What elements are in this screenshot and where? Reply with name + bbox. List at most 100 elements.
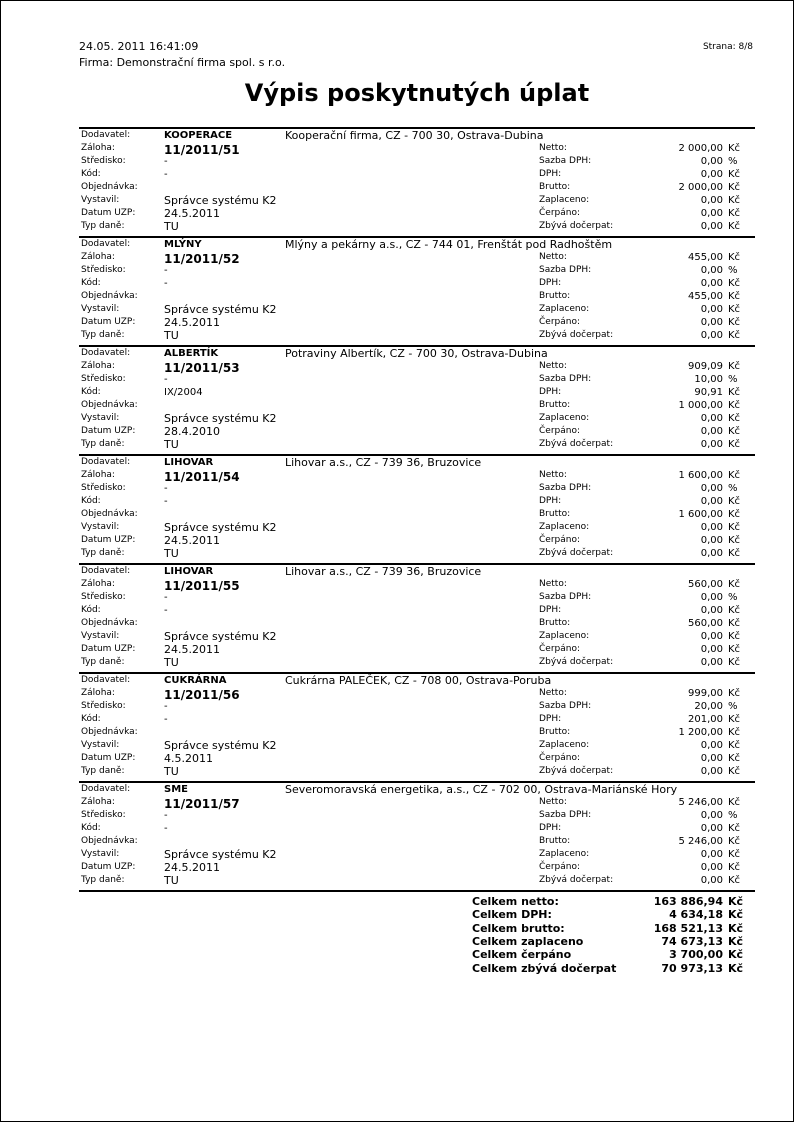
amount-unit: Kč [728, 644, 741, 655]
record-rule [79, 781, 755, 783]
field-label: Kód: [81, 714, 101, 724]
amount-unit: Kč [728, 330, 741, 341]
amount-unit: Kč [728, 631, 741, 642]
code: - [164, 605, 168, 616]
issued-by: Správce systému K2 [164, 412, 277, 425]
datetime: 24.05. 2011 16:41:09 [79, 40, 199, 53]
amount-value: 201,00 [688, 714, 723, 725]
field-label: Typ daně: [81, 875, 125, 885]
field-label: Objednávka: [81, 182, 138, 192]
tax-date: 24.5.2011 [164, 861, 220, 874]
amount-label: Sazba DPH: [539, 156, 592, 166]
field-label: Kód: [81, 605, 101, 615]
page-number: Strana: 8/8 [702, 42, 753, 52]
amount-value: 0,00 [700, 439, 723, 450]
field-label: Záloha: [81, 143, 115, 153]
amount-label: Zaplaceno: [539, 413, 590, 423]
amount-unit: % [728, 156, 738, 167]
supplier-name: Lihovar a.s., CZ - 739 36, Bruzovice [285, 456, 482, 469]
total-value: 70 973,13 [661, 961, 723, 975]
amount-label: Čerpáno: [539, 426, 580, 436]
amount-label: Netto: [539, 688, 567, 698]
field-label: Středisko: [81, 810, 126, 820]
amount-value: 90,91 [694, 387, 723, 398]
amount-value: 2 000,00 [678, 182, 723, 193]
field-label: Dodavatel: [81, 675, 131, 685]
field-label: Objednávka: [81, 836, 138, 846]
amount-unit: Kč [728, 766, 741, 777]
record-rule [79, 454, 755, 456]
tax-type: TU [164, 656, 179, 669]
amount-label: Čerpáno: [539, 644, 580, 654]
amount-label: Sazba DPH: [539, 374, 592, 384]
amount-label: Sazba DPH: [539, 701, 592, 711]
tax-type: TU [164, 874, 179, 887]
amount-label: Zaplaceno: [539, 304, 590, 314]
amount-value: 1 600,00 [678, 509, 723, 520]
tax-date: 24.5.2011 [164, 534, 220, 547]
amount-value: 0,00 [700, 195, 723, 206]
total-label: Celkem zbývá dočerpat [472, 961, 617, 975]
supplier-name: Potraviny Albertík, CZ - 700 30, Ostrava… [285, 347, 548, 360]
supplier-name: Mlýny a pekárny a.s., CZ - 744 01, Frenš… [285, 238, 613, 251]
supplier-code: MLÝNY [164, 239, 202, 250]
amount-value: 1 600,00 [678, 470, 723, 481]
amount-label: Čerpáno: [539, 753, 580, 763]
amount-unit: Kč [728, 426, 741, 437]
field-label: Vystavil: [81, 413, 120, 423]
amount-value: 0,00 [700, 766, 723, 777]
amount-value: 1 200,00 [678, 727, 723, 738]
amount-label: Zbývá dočerpat: [539, 766, 614, 776]
field-label: Kód: [81, 387, 101, 397]
total-value: 163 886,94 [653, 895, 723, 908]
amount-label: DPH: [539, 714, 562, 724]
supplier-code: SME [164, 784, 188, 795]
amount-value: 0,00 [700, 753, 723, 764]
amount-value: 0,00 [700, 605, 723, 616]
cost-center: - [164, 156, 168, 167]
amount-label: Netto: [539, 579, 567, 589]
cost-center: - [164, 592, 168, 603]
issued-by: Správce systému K2 [164, 630, 277, 643]
amount-value: 0,00 [700, 483, 723, 494]
amount-unit: Kč [728, 797, 741, 808]
amount-label: DPH: [539, 169, 562, 179]
amount-unit: Kč [728, 221, 741, 232]
amount-unit: Kč [728, 400, 741, 411]
field-label: Záloha: [81, 470, 115, 480]
field-label: Kód: [81, 823, 101, 833]
amount-label: Netto: [539, 797, 567, 807]
amount-value: 560,00 [688, 618, 723, 629]
amount-unit: Kč [728, 387, 741, 398]
amount-label: Zbývá dočerpat: [539, 439, 614, 449]
title: Výpis poskytnutých úplat [244, 79, 590, 107]
field-label: Záloha: [81, 688, 115, 698]
field-label: Dodavatel: [81, 239, 131, 249]
amount-value: 560,00 [688, 579, 723, 590]
tax-type: TU [164, 765, 179, 778]
amount-label: DPH: [539, 278, 562, 288]
field-label: Datum UZP: [81, 535, 136, 545]
amount-label: Sazba DPH: [539, 810, 592, 820]
amount-value: 999,00 [688, 688, 723, 699]
tax-date: 28.4.2010 [164, 425, 220, 438]
amount-unit: Kč [728, 496, 741, 507]
field-label: Středisko: [81, 483, 126, 493]
field-label: Vystavil: [81, 522, 120, 532]
amount-unit: Kč [728, 291, 741, 302]
total-label: Celkem netto: [472, 895, 559, 908]
field-label: Vystavil: [81, 631, 120, 641]
amount-value: 0,00 [700, 496, 723, 507]
issued-by: Správce systému K2 [164, 194, 277, 207]
amount-unit: % [728, 592, 738, 603]
amount-value: 0,00 [700, 810, 723, 821]
total-unit: Kč [728, 908, 744, 922]
field-label: Záloha: [81, 252, 115, 262]
code: - [164, 714, 168, 725]
amount-unit: Kč [728, 278, 741, 289]
field-label: Vystavil: [81, 849, 120, 859]
amount-label: DPH: [539, 387, 562, 397]
amount-label: Brutto: [539, 727, 571, 737]
amount-value: 0,00 [700, 657, 723, 668]
